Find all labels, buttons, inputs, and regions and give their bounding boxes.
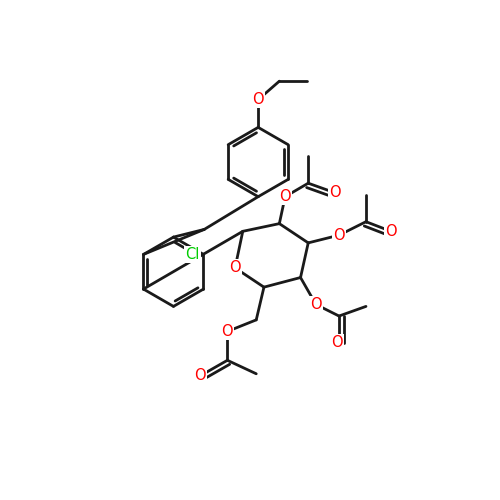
Text: O: O <box>310 297 322 312</box>
Text: O: O <box>332 336 343 350</box>
Text: O: O <box>330 186 341 200</box>
Text: O: O <box>230 260 241 276</box>
Text: O: O <box>194 368 206 383</box>
Text: O: O <box>222 324 233 339</box>
Text: Cl: Cl <box>186 247 200 262</box>
Text: O: O <box>252 92 264 107</box>
Text: O: O <box>385 224 397 239</box>
Text: O: O <box>333 228 345 242</box>
Text: O: O <box>280 189 291 204</box>
